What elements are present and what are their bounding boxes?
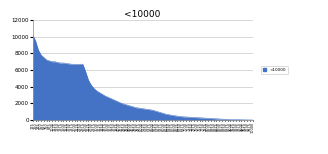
Legend: <10000: <10000 — [261, 66, 288, 74]
Title: <10000: <10000 — [125, 10, 161, 19]
